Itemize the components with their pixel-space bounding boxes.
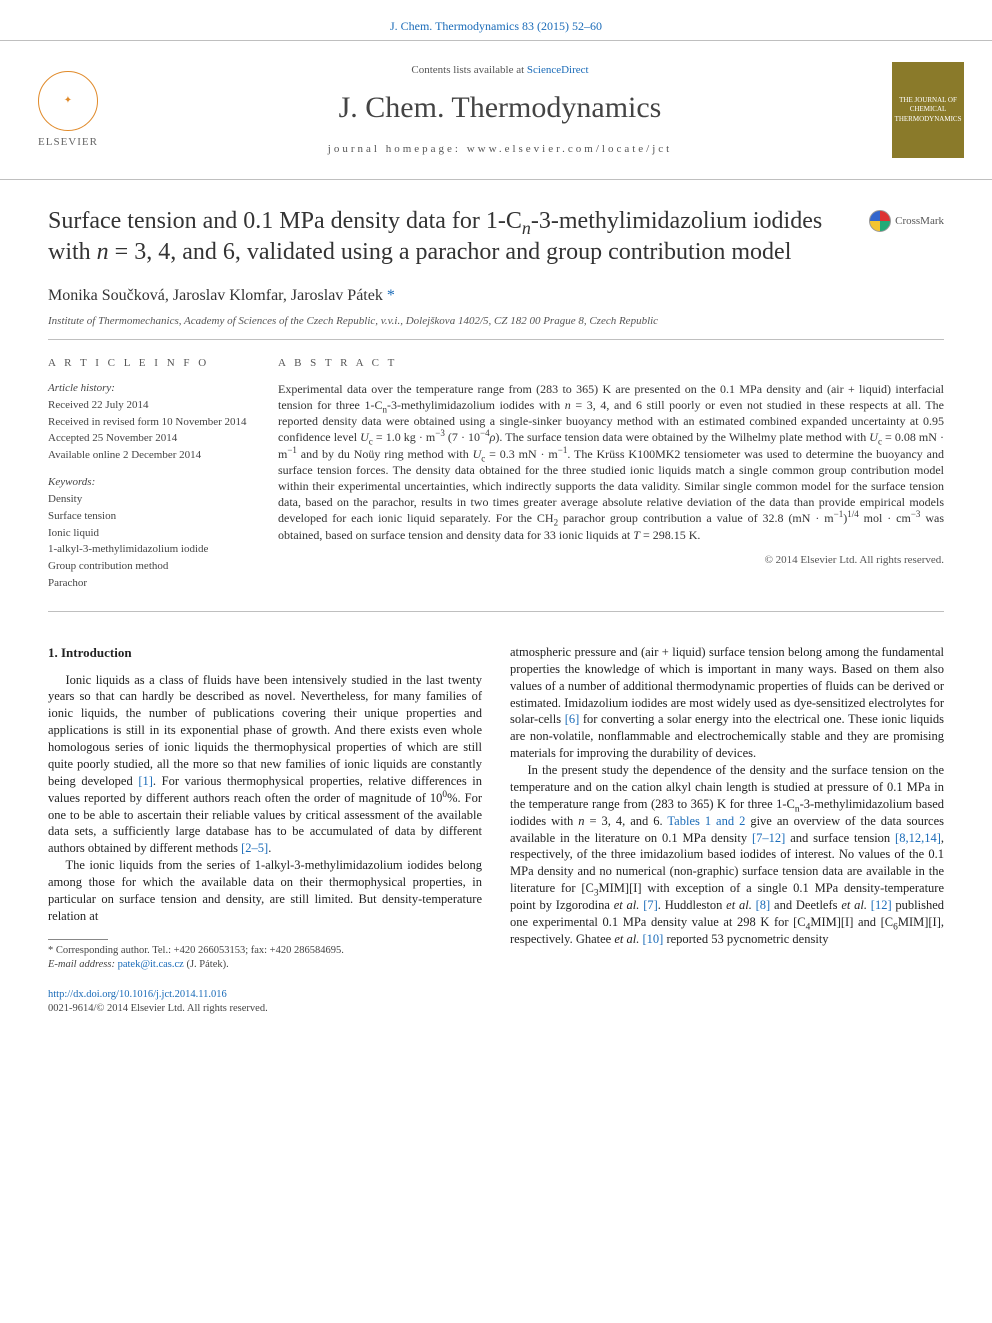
abstract-heading: A B S T R A C T bbox=[278, 356, 944, 371]
crossmark-badge[interactable]: CrossMark bbox=[869, 210, 944, 232]
list-item: Accepted 25 November 2014 bbox=[48, 431, 258, 446]
list-item: Parachor bbox=[48, 576, 258, 591]
history-list: Received 22 July 2014 Received in revised… bbox=[48, 398, 258, 463]
copyright-line: © 2014 Elsevier Ltd. All rights reserved… bbox=[278, 553, 944, 568]
page-footer: http://dx.doi.org/10.1016/j.jct.2014.11.… bbox=[0, 972, 992, 1036]
email-line: E-mail address: patek@it.cas.cz (J. Páte… bbox=[48, 958, 482, 972]
crossmark-icon bbox=[869, 210, 891, 232]
elsevier-label: ELSEVIER bbox=[38, 135, 98, 150]
author-list: Monika Součková, Jaroslav Klomfar, Jaros… bbox=[48, 285, 944, 307]
contents-line: Contents lists available at ScienceDirec… bbox=[108, 63, 892, 78]
sciencedirect-link[interactable]: ScienceDirect bbox=[527, 64, 589, 76]
email-label: E-mail address: bbox=[48, 959, 118, 970]
journal-cover-thumb: THE JOURNAL OF CHEMICAL THERMODYNAMICS bbox=[892, 62, 964, 158]
list-item: 1-alkyl-3-methylimidazolium iodide bbox=[48, 542, 258, 557]
intro-para-2: The ionic liquids from the series of 1-a… bbox=[48, 857, 482, 925]
footnote-rule bbox=[48, 939, 108, 940]
intro-para-3: atmospheric pressure and (air + liquid) … bbox=[510, 644, 944, 762]
list-item: Density bbox=[48, 492, 258, 507]
citation-link[interactable]: J. Chem. Thermodynamics 83 (2015) 52–60 bbox=[390, 19, 602, 33]
list-item: Ionic liquid bbox=[48, 526, 258, 541]
affiliation: Institute of Thermomechanics, Academy of… bbox=[48, 314, 944, 340]
elsevier-tree-icon: ✦ bbox=[38, 71, 98, 131]
email-link[interactable]: patek@it.cas.cz bbox=[118, 959, 184, 970]
corresponding-author: * Corresponding author. Tel.: +420 26605… bbox=[48, 944, 482, 958]
article-title: Surface tension and 0.1 MPa density data… bbox=[48, 206, 944, 268]
list-item: Surface tension bbox=[48, 509, 258, 524]
abstract-text: Experimental data over the temperature r… bbox=[278, 381, 944, 543]
list-item: Received 22 July 2014 bbox=[48, 398, 258, 413]
elsevier-logo: ✦ ELSEVIER bbox=[28, 71, 108, 150]
footnote-block: * Corresponding author. Tel.: +420 26605… bbox=[48, 939, 482, 972]
article-info-heading: A R T I C L E I N F O bbox=[48, 356, 258, 371]
intro-para-4: In the present study the dependence of t… bbox=[510, 762, 944, 948]
email-suffix: (J. Pátek). bbox=[184, 959, 229, 970]
list-item: Group contribution method bbox=[48, 559, 258, 574]
history-heading: Article history: bbox=[48, 381, 258, 396]
journal-name: J. Chem. Thermodynamics bbox=[108, 88, 892, 129]
section-1-heading: 1. Introduction bbox=[48, 644, 482, 662]
list-item: Available online 2 December 2014 bbox=[48, 448, 258, 463]
cover-text: THE JOURNAL OF CHEMICAL THERMODYNAMICS bbox=[895, 96, 962, 124]
journal-banner: ✦ ELSEVIER Contents lists available at S… bbox=[0, 40, 992, 180]
top-citation: J. Chem. Thermodynamics 83 (2015) 52–60 bbox=[0, 0, 992, 40]
doi-link[interactable]: http://dx.doi.org/10.1016/j.jct.2014.11.… bbox=[48, 989, 227, 1000]
intro-para-1: Ionic liquids as a class of fluids have … bbox=[48, 672, 482, 858]
crossmark-label: CrossMark bbox=[895, 214, 944, 229]
keywords-heading: Keywords: bbox=[48, 475, 258, 490]
issn-line: 0021-9614/© 2014 Elsevier Ltd. All right… bbox=[48, 1003, 268, 1014]
keywords-list: Density Surface tension Ionic liquid1-alky… bbox=[48, 492, 258, 591]
journal-homepage: journal homepage: www.elsevier.com/locat… bbox=[108, 142, 892, 157]
contents-prefix: Contents lists available at bbox=[411, 64, 526, 76]
list-item: Received in revised form 10 November 201… bbox=[48, 415, 258, 430]
